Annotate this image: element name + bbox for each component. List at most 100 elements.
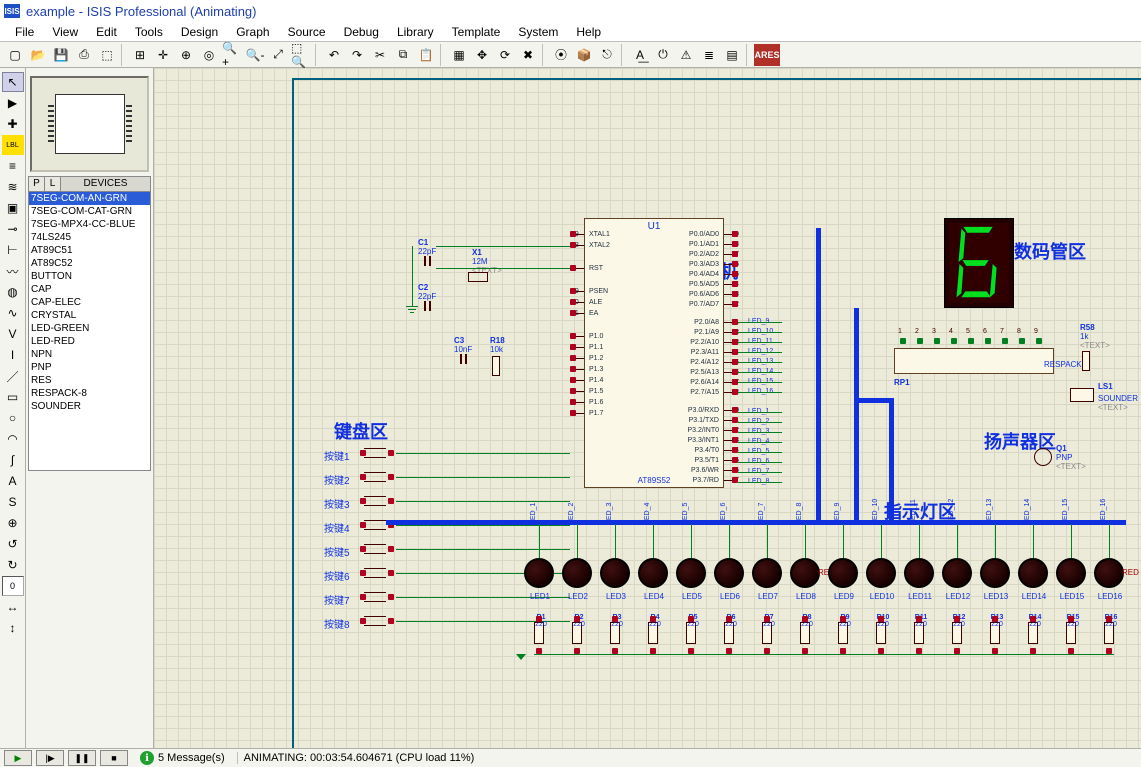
device-pin-tool[interactable]: ⊢ xyxy=(2,240,24,260)
step-button[interactable]: |▶ xyxy=(36,750,64,766)
led-LED14[interactable] xyxy=(1018,558,1048,588)
pointer-tool[interactable]: ↖ xyxy=(2,72,24,92)
decompose-button[interactable]: ⎋ xyxy=(596,44,618,66)
redo-button[interactable]: ↷ xyxy=(346,44,368,66)
rotation-angle-input[interactable]: 0 xyxy=(2,576,24,596)
copy-button[interactable]: ⧉ xyxy=(392,44,414,66)
zoom-out-button[interactable]: 🔍- xyxy=(244,44,266,66)
seven-segment-display[interactable] xyxy=(944,218,1014,308)
cap-C1[interactable]: C122pF xyxy=(418,238,436,256)
menu-template[interactable]: Template xyxy=(443,23,510,41)
label-tag-tool[interactable]: LBL xyxy=(2,135,24,155)
center-button[interactable]: ◎ xyxy=(198,44,220,66)
device-item[interactable]: SOUNDER xyxy=(29,400,150,413)
box-tool[interactable]: ▭ xyxy=(2,387,24,407)
menu-tools[interactable]: Tools xyxy=(126,23,172,41)
line-tool[interactable]: ／ xyxy=(2,366,24,386)
mcu-chip[interactable]: U1AT89S52XTAL119XTAL218RST9PSEN29ALE30EA… xyxy=(584,218,724,488)
devices-list[interactable]: 7SEG-COM-AN-GRN7SEG-COM-CAT-GRN7SEG-MPX4… xyxy=(28,192,151,471)
block-rotate-button[interactable]: ⟳ xyxy=(494,44,516,66)
mirror-v-tool[interactable]: ↕ xyxy=(2,618,24,638)
wire-label-button[interactable]: A͟ xyxy=(629,44,651,66)
device-item[interactable]: LED-GREEN xyxy=(29,322,150,335)
r58[interactable]: R581k<TEXT> xyxy=(1080,323,1110,350)
menu-graph[interactable]: Graph xyxy=(227,23,278,41)
button-body[interactable] xyxy=(364,496,386,506)
block-delete-button[interactable]: ✖ xyxy=(517,44,539,66)
led-LED15[interactable] xyxy=(1056,558,1086,588)
rot-ccw-tool[interactable]: ↺ xyxy=(2,534,24,554)
block-copy-button[interactable]: ▦ xyxy=(448,44,470,66)
probe-i-tool[interactable]: I xyxy=(2,345,24,365)
button-body[interactable] xyxy=(364,448,386,458)
junction-tool[interactable]: ✚ xyxy=(2,114,24,134)
zoom-all-button[interactable]: ⤢ xyxy=(267,44,289,66)
button-body[interactable] xyxy=(364,592,386,602)
region-button[interactable]: ⬚ xyxy=(96,44,118,66)
led-LED12[interactable] xyxy=(942,558,972,588)
circle-tool[interactable]: ○ xyxy=(2,408,24,428)
play-button[interactable]: ▶ xyxy=(4,750,32,766)
menu-file[interactable]: File xyxy=(6,23,43,41)
sounder-body[interactable] xyxy=(1070,388,1094,402)
device-item[interactable]: AT89C52 xyxy=(29,257,150,270)
component-tool[interactable]: ▶ xyxy=(2,93,24,113)
led-LED9[interactable] xyxy=(828,558,858,588)
led-LED7[interactable] xyxy=(752,558,782,588)
device-item[interactable]: CAP-ELEC xyxy=(29,296,150,309)
led-LED13[interactable] xyxy=(980,558,1010,588)
menu-help[interactable]: Help xyxy=(567,23,610,41)
menu-view[interactable]: View xyxy=(43,23,87,41)
led-LED4[interactable] xyxy=(638,558,668,588)
origin-marker-tool[interactable]: ⊕ xyxy=(2,513,24,533)
save-button[interactable]: 💾 xyxy=(50,44,72,66)
pick-button[interactable]: ⦿ xyxy=(550,44,572,66)
errc-button[interactable]: ⚠ xyxy=(675,44,697,66)
led-LED3[interactable] xyxy=(600,558,630,588)
tape-tool[interactable]: ◍ xyxy=(2,282,24,302)
symbol-tool[interactable]: S xyxy=(2,492,24,512)
led-LED10[interactable] xyxy=(866,558,896,588)
paste-button[interactable]: 📋 xyxy=(415,44,437,66)
path-tool[interactable]: ∫ xyxy=(2,450,24,470)
button-body[interactable] xyxy=(364,472,386,482)
mirror-h-tool[interactable]: ↔ xyxy=(2,597,24,617)
bom-button[interactable]: ▤ xyxy=(721,44,743,66)
led-LED5[interactable] xyxy=(676,558,706,588)
new-button[interactable]: ▢ xyxy=(4,44,26,66)
open-button[interactable]: 📂 xyxy=(27,44,49,66)
button-body[interactable] xyxy=(364,544,386,554)
menu-design[interactable]: Design xyxy=(172,23,227,41)
device-item[interactable]: CAP xyxy=(29,283,150,296)
device-item[interactable]: AT89C51 xyxy=(29,244,150,257)
generator-tool[interactable]: ∿ xyxy=(2,303,24,323)
menu-edit[interactable]: Edit xyxy=(87,23,126,41)
device-item[interactable]: CRYSTAL xyxy=(29,309,150,322)
crystal[interactable]: X112M<TEXT> xyxy=(472,248,502,275)
cut-button[interactable]: ✂ xyxy=(369,44,391,66)
package-button[interactable]: 📦 xyxy=(573,44,595,66)
print-button[interactable]: ⎙ xyxy=(73,44,95,66)
cap-C3[interactable]: C310nF xyxy=(454,336,472,354)
device-item[interactable]: LED-RED xyxy=(29,335,150,348)
device-item[interactable]: RESPACK-8 xyxy=(29,387,150,400)
led-LED16[interactable] xyxy=(1094,558,1124,588)
led-LED8[interactable] xyxy=(790,558,820,588)
origin-button[interactable]: ✛ xyxy=(152,44,174,66)
text-script-tool[interactable]: ≡ xyxy=(2,156,24,176)
button-body[interactable] xyxy=(364,568,386,578)
graph-tool[interactable]: 〰 xyxy=(2,261,24,281)
toggle-button[interactable]: ⏻ xyxy=(652,44,674,66)
menu-debug[interactable]: Debug xyxy=(335,23,388,41)
menu-source[interactable]: Source xyxy=(279,23,335,41)
netlist-button[interactable]: ≣ xyxy=(698,44,720,66)
led-LED2[interactable] xyxy=(562,558,592,588)
r18[interactable]: R1810k xyxy=(490,336,505,354)
device-item[interactable]: NPN xyxy=(29,348,150,361)
block-move-button[interactable]: ✥ xyxy=(471,44,493,66)
cap-C2[interactable]: C222pF xyxy=(418,283,436,301)
zoom-in-button[interactable]: 🔍+ xyxy=(221,44,243,66)
device-item[interactable]: 74LS245 xyxy=(29,231,150,244)
probe-v-tool[interactable]: V xyxy=(2,324,24,344)
arc-tool[interactable]: ◠ xyxy=(2,429,24,449)
